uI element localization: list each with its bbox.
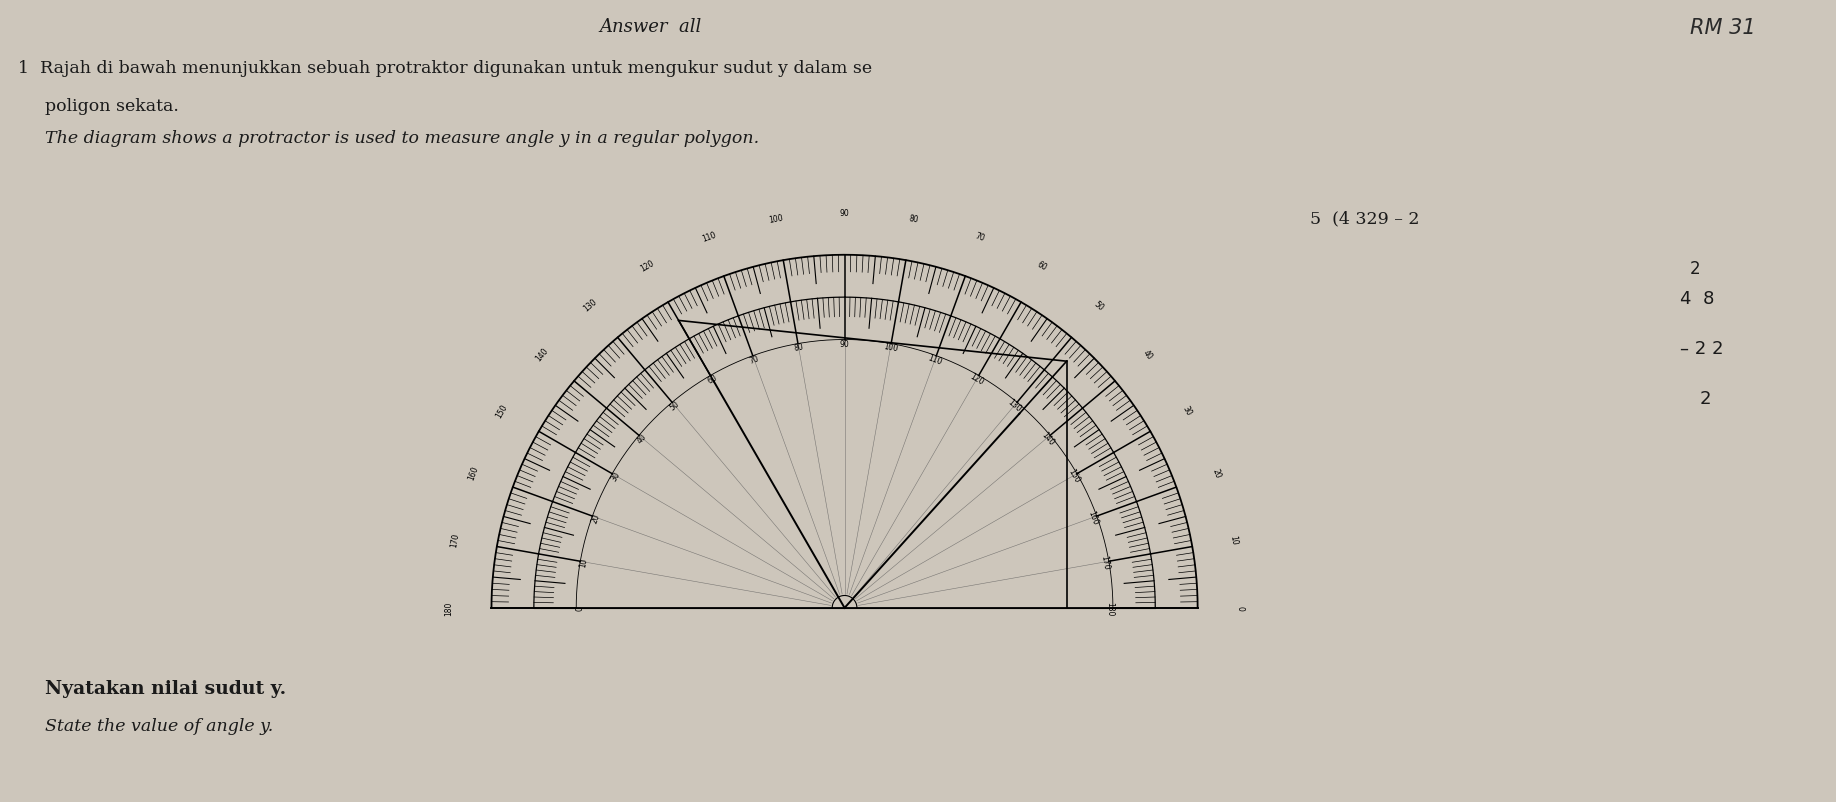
Text: 2: 2: [1689, 260, 1700, 277]
Text: 0: 0: [1236, 606, 1245, 610]
Text: 150: 150: [1067, 468, 1081, 484]
Text: 70: 70: [973, 231, 986, 243]
Text: 170: 170: [1100, 554, 1111, 570]
Text: 4  8: 4 8: [1680, 290, 1715, 308]
Text: 180: 180: [444, 601, 453, 615]
Text: 90: 90: [839, 339, 850, 348]
Text: – 2 2: – 2 2: [1680, 339, 1724, 358]
Text: 30: 30: [610, 469, 622, 482]
Text: 140: 140: [534, 346, 549, 363]
Text: 40: 40: [1140, 347, 1155, 361]
Text: 70: 70: [747, 354, 760, 366]
Text: 10: 10: [1228, 534, 1239, 545]
Text: 140: 140: [1039, 430, 1056, 447]
Text: 160: 160: [1087, 509, 1100, 526]
Text: 160: 160: [466, 464, 479, 481]
Text: The diagram shows a protractor is used to measure angle y in a regular polygon.: The diagram shows a protractor is used t…: [46, 130, 758, 147]
Text: 2: 2: [1700, 390, 1711, 407]
Text: poligon sekata.: poligon sekata.: [46, 98, 178, 115]
Text: 60: 60: [705, 373, 718, 386]
Text: 80: 80: [793, 342, 804, 353]
Text: 0: 0: [575, 606, 584, 610]
Text: 5  (4 329 – 2: 5 (4 329 – 2: [1311, 210, 1419, 227]
Text: 110: 110: [927, 353, 944, 367]
Text: 110: 110: [701, 230, 718, 244]
Text: 1  Rajah di bawah menunjukkan sebuah protraktor digunakan untuk mengukur sudut y: 1 Rajah di bawah menunjukkan sebuah prot…: [18, 60, 872, 77]
Text: State the value of angle y.: State the value of angle y.: [46, 717, 274, 734]
Text: 50: 50: [668, 399, 681, 412]
Text: 50: 50: [1092, 299, 1105, 312]
Text: 150: 150: [494, 402, 510, 419]
Text: 120: 120: [639, 258, 655, 273]
Text: 20: 20: [1210, 467, 1223, 479]
Text: 100: 100: [767, 213, 784, 225]
Text: 130: 130: [582, 298, 599, 314]
Text: 130: 130: [1006, 397, 1023, 414]
Text: 60: 60: [1036, 260, 1048, 273]
Text: 10: 10: [578, 557, 589, 568]
Text: 20: 20: [589, 512, 602, 524]
Text: 120: 120: [968, 371, 986, 387]
Text: 40: 40: [635, 431, 648, 444]
Text: 80: 80: [907, 214, 918, 225]
Text: RM 31: RM 31: [1689, 18, 1755, 38]
Text: 170: 170: [450, 532, 461, 548]
Text: Answer  all: Answer all: [599, 18, 701, 36]
Text: 180: 180: [1105, 601, 1114, 615]
Text: 100: 100: [883, 342, 898, 354]
Text: Nyatakan nilai sudut y.: Nyatakan nilai sudut y.: [46, 679, 286, 697]
Text: 90: 90: [839, 209, 850, 217]
Text: 30: 30: [1181, 404, 1193, 417]
